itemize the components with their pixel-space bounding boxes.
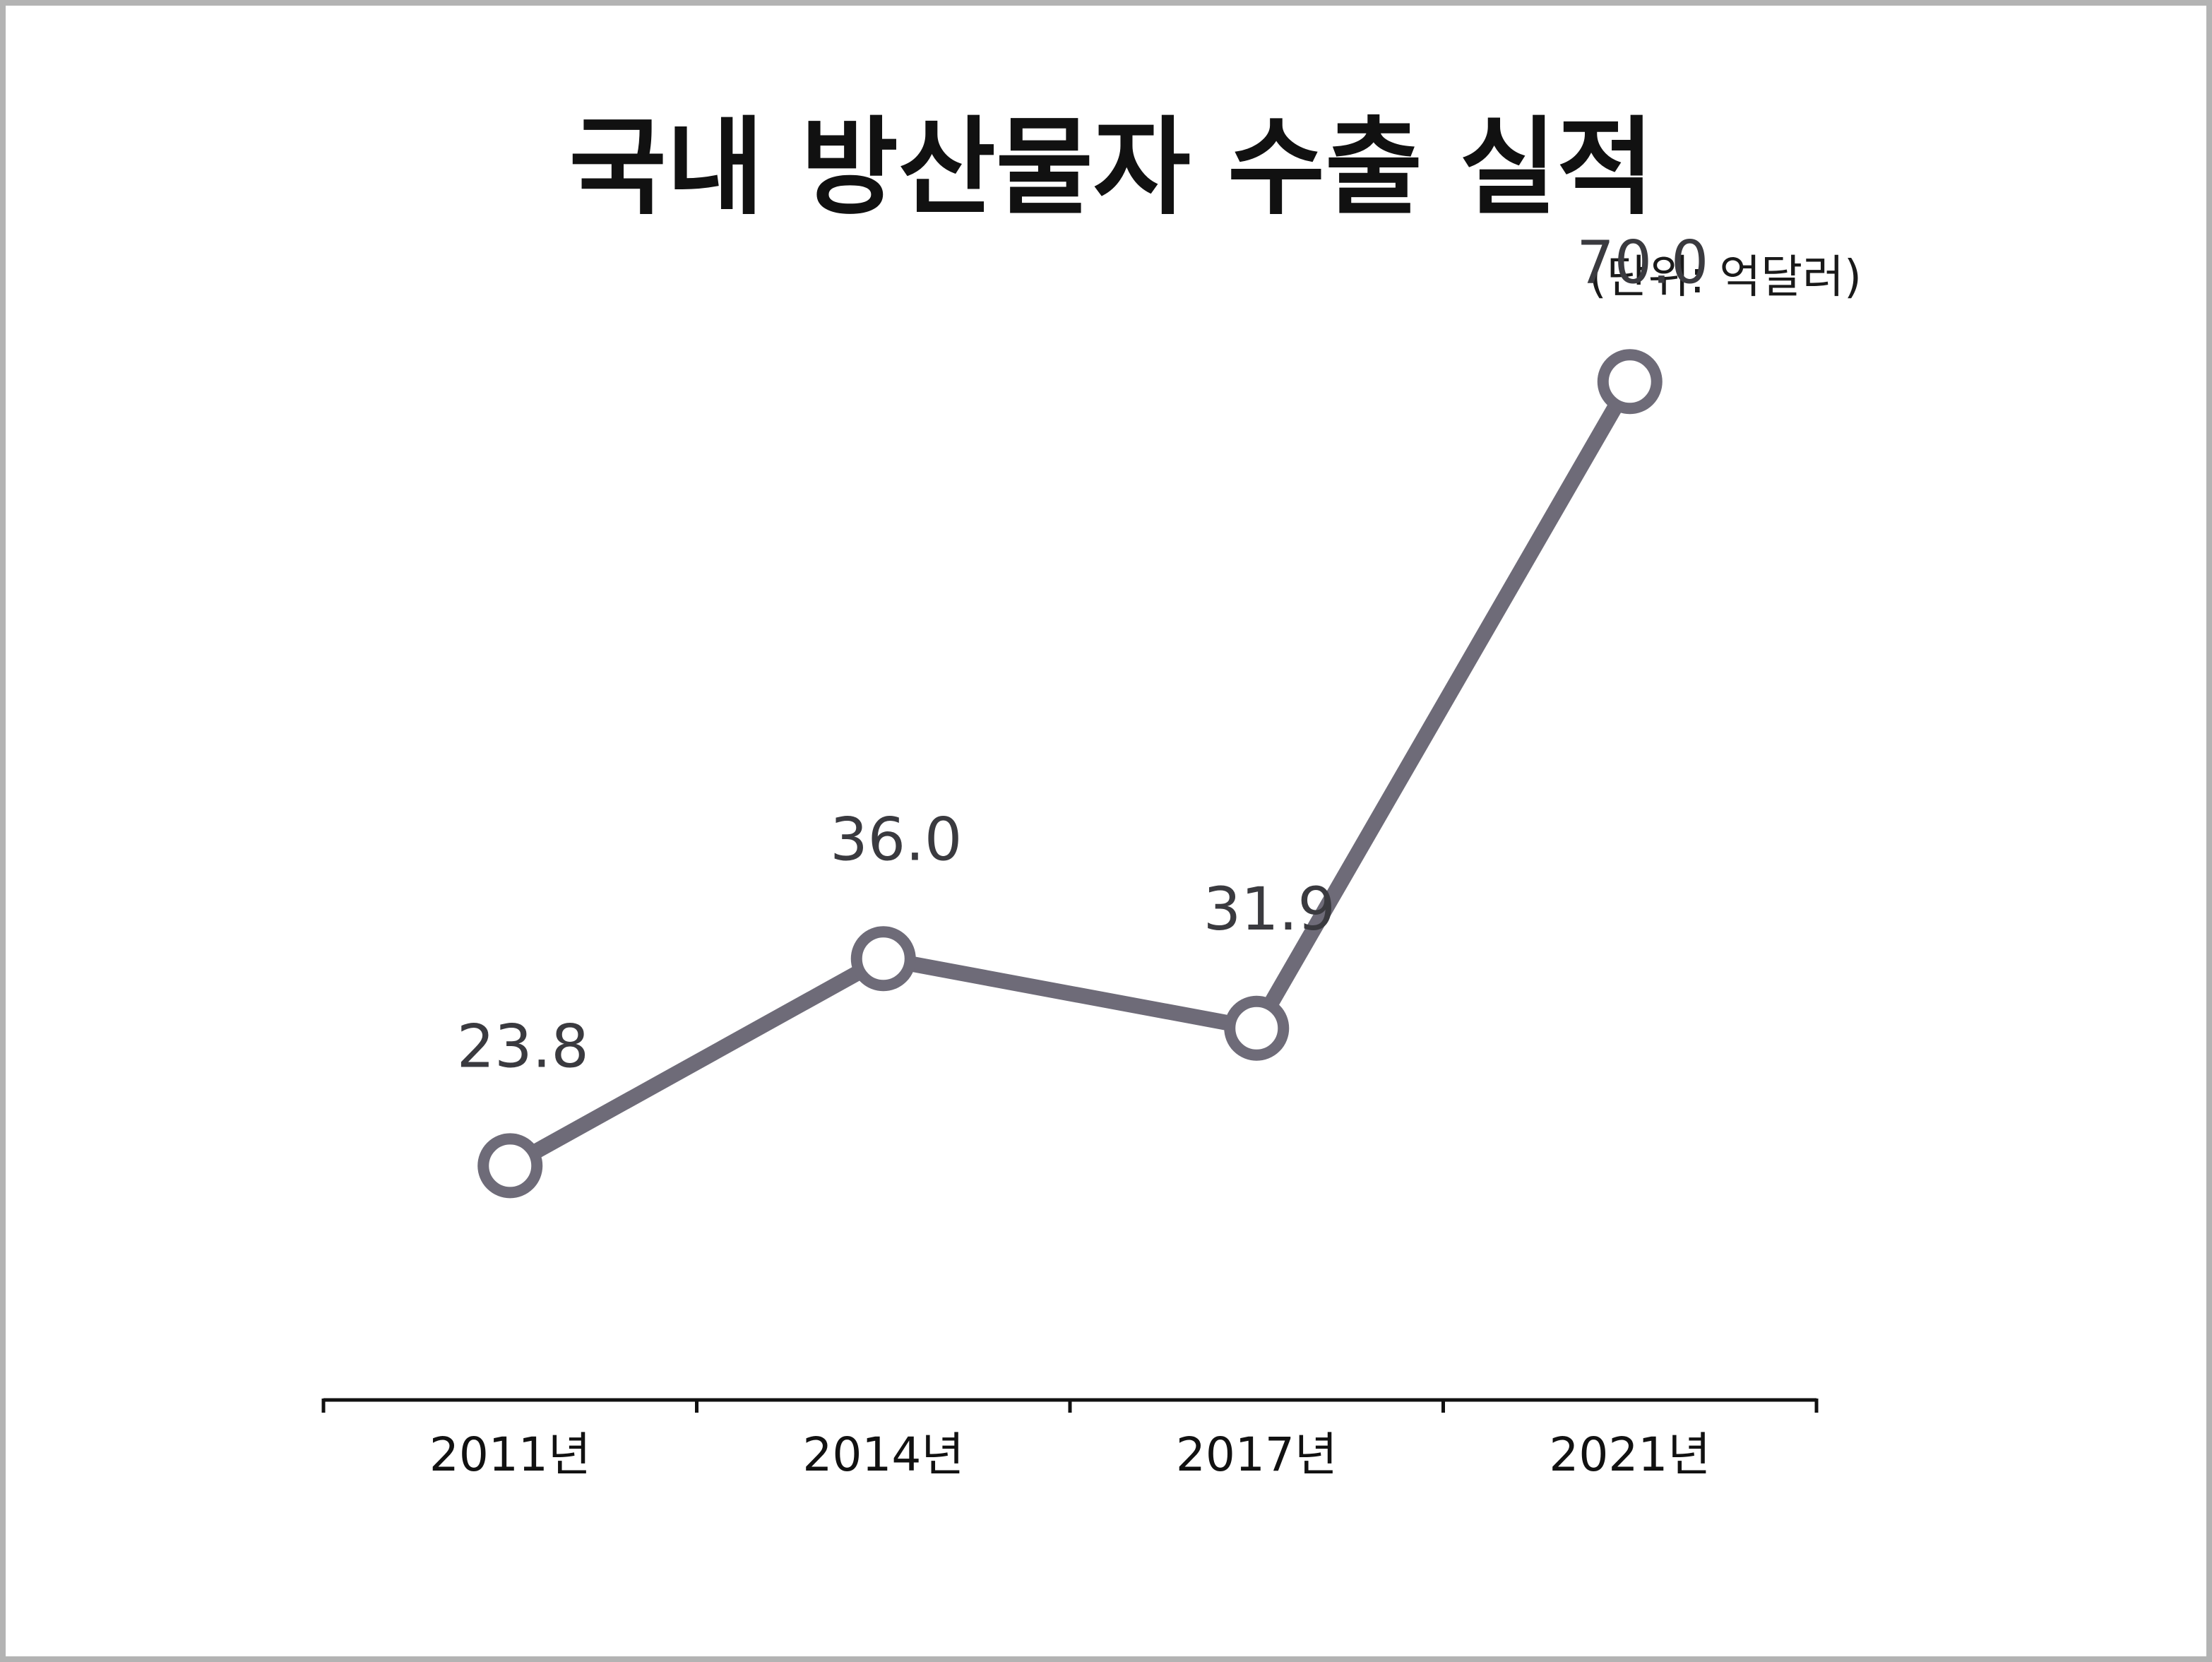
data-point: [1224, 995, 1290, 1061]
data-label: 31.9: [1203, 874, 1336, 944]
data-label: 70.0: [1576, 227, 1708, 297]
data-label: 23.8: [457, 1011, 589, 1081]
x-tick-label: 2014년: [802, 1427, 964, 1482]
marker-layer: [477, 349, 1663, 1199]
data-point: [477, 1133, 543, 1199]
x-tick-label: 2021년: [1549, 1427, 1711, 1482]
series-line-layer: [502, 374, 1638, 1174]
tick-label-layer: 2011년 2014년 2017년 2021년: [429, 1427, 1711, 1482]
data-point: [1597, 349, 1663, 415]
x-tick-label: 2011년: [429, 1427, 591, 1482]
x-tick-label: 2017년: [1176, 1427, 1338, 1482]
x-axis: [321, 1398, 1819, 1413]
chart-title: 국내 방산물자 수출 실적: [569, 107, 1655, 230]
data-label-layer: 23.8 36.0 31.9 70.0: [457, 227, 1709, 1081]
series-line: [502, 374, 1638, 1174]
unit-label: (단위: 억달러): [1588, 251, 1862, 304]
data-point: [850, 926, 916, 992]
data-label: 36.0: [830, 805, 962, 874]
